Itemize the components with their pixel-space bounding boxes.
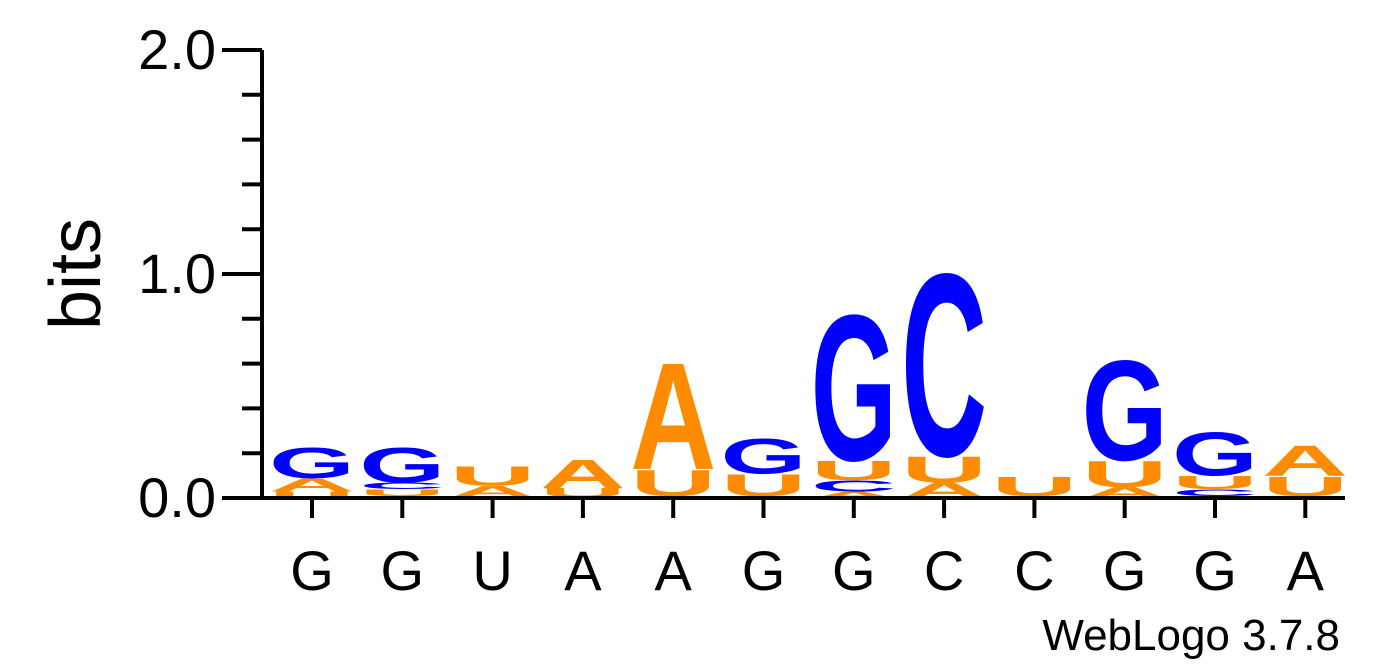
x-tick-label: G (1193, 539, 1237, 602)
logo-letter: U (450, 461, 536, 492)
logo-letter: A (1262, 436, 1348, 485)
y-axis-label: bits (36, 218, 116, 330)
logo-column: AUC (901, 220, 987, 512)
x-tick-label: C (1014, 539, 1054, 602)
logo-letter: C (811, 477, 897, 494)
x-tick-label: G (290, 539, 334, 602)
x-tick-label: G (381, 539, 425, 602)
logo-column: CAU (450, 461, 536, 500)
logo-letter: U (359, 487, 445, 497)
logo-column: CUA (540, 452, 626, 500)
logo-letter: G (359, 438, 445, 494)
logo-letter: C (901, 220, 987, 512)
x-tick-label: A (655, 539, 693, 602)
x-tick-label: C (924, 539, 964, 602)
logo-column: CUA (630, 331, 716, 504)
logo-column: CUG (721, 429, 807, 503)
logo-letter: C (1172, 487, 1258, 497)
logo-letter: U (1082, 453, 1168, 495)
logo-letter: G (269, 438, 355, 487)
logo-letter: U (901, 448, 987, 490)
x-tick-label: G (742, 539, 786, 602)
logo-stacks: UAGAUCGCAUCUACUACUGACUGAUCCUAUGACUGCUA (269, 220, 1348, 512)
x-tick-label: A (564, 539, 602, 602)
x-tick-label: A (1287, 539, 1325, 602)
y-axis: 0.0 1.0 2.0 (138, 18, 264, 529)
logo-column: AUCG (359, 438, 445, 499)
x-tick-label: U (472, 539, 512, 602)
logo-letter: G (1082, 331, 1168, 491)
logo-letter: A (540, 452, 626, 497)
logo-letter: G (811, 273, 897, 505)
logo-letter: C (359, 481, 445, 491)
logo-column: CUA (1262, 436, 1348, 502)
x-tick-label: G (1103, 539, 1147, 602)
weblogo-version: WebLogo 3.7.8 (1042, 611, 1340, 660)
y-tick-label: 1.0 (138, 242, 216, 305)
logo-letter: G (1172, 420, 1258, 489)
logo-letter: A (811, 490, 897, 500)
y-tick-label: 0.0 (138, 466, 216, 529)
logo-letter: U (1172, 472, 1258, 493)
logo-letter: A (630, 331, 716, 502)
logo-column: AUG (1082, 331, 1168, 501)
logo-letter: U (811, 455, 897, 486)
x-tick-label: G (832, 539, 876, 602)
logo-letter: G (721, 429, 807, 485)
y-tick-label: 2.0 (138, 18, 216, 81)
logo-letter: U (269, 490, 355, 500)
logo-letter: A (269, 475, 355, 496)
logo-column: UAG (269, 438, 355, 500)
logo-letter: A (450, 483, 536, 500)
